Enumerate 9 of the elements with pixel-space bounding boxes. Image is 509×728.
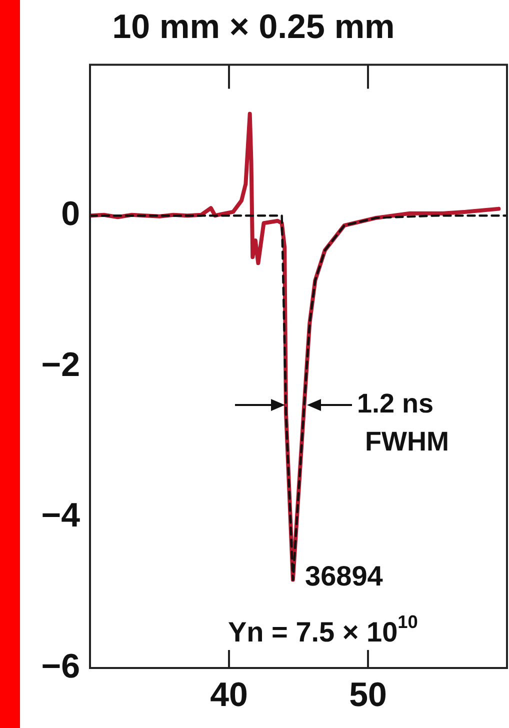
chart-title: 10 mm × 0.25 mm (112, 8, 395, 46)
y-tick-label: −6 (41, 647, 80, 686)
y-tick-label: −4 (41, 496, 80, 535)
y-tick-label: −2 (41, 346, 80, 384)
annotation: 36894 (305, 560, 384, 592)
x-tick-label: 40 (210, 676, 248, 714)
annotation: 1.2 ns FWHM (357, 388, 449, 456)
y-tick-label: 0 (61, 194, 80, 233)
x-tick-label: 50 (349, 676, 387, 714)
